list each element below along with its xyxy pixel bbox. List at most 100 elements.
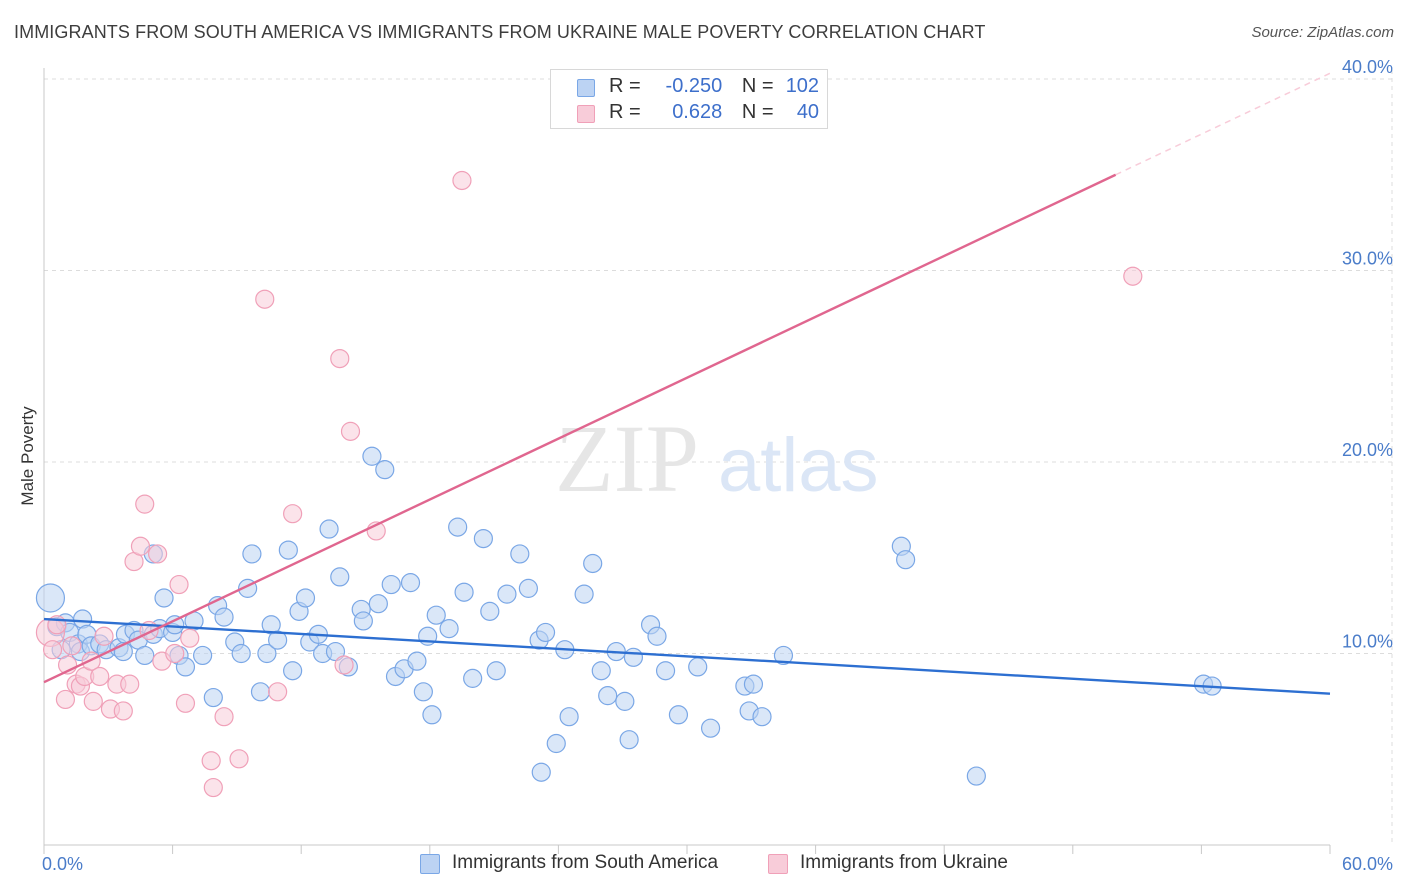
- point-0-79: [559, 707, 579, 727]
- point-0-27: [193, 645, 213, 666]
- point-1-32: [268, 682, 288, 702]
- point-0-62: [422, 705, 442, 725]
- point-1-18: [130, 536, 151, 556]
- point-0-91: [668, 705, 689, 725]
- point-0-68: [473, 528, 493, 549]
- swatch-ukraine: [577, 105, 595, 123]
- point-0-30: [214, 607, 234, 627]
- point-0-71: [497, 584, 517, 604]
- point-1-24: [169, 574, 189, 595]
- point-0-46: [319, 519, 339, 539]
- y-tick-labels: 10.0% 20.0% 30.0% 40.0%: [1342, 57, 1393, 652]
- point-0-65: [448, 517, 468, 537]
- y-tick-label-2: 30.0%: [1342, 249, 1393, 269]
- legend-swatch-south-america: [420, 854, 440, 874]
- point-0-55: [381, 574, 401, 595]
- axes: [43, 68, 1331, 854]
- r-value-south-america: -0.250: [665, 75, 723, 97]
- point-0-98: [773, 645, 794, 666]
- point-0-54: [375, 460, 395, 480]
- point-0-0: [35, 583, 66, 613]
- point-0-25: [175, 657, 196, 677]
- point-0-87: [623, 647, 644, 667]
- n-value-south-america: 102: [785, 75, 820, 97]
- y-axis-label: Male Poverty: [18, 406, 37, 506]
- trend-lines: [43, 72, 1331, 695]
- point-0-70: [486, 661, 506, 681]
- x-tick-label-max: 60.0%: [1342, 854, 1393, 874]
- point-0-40: [283, 661, 303, 681]
- point-1-11: [90, 666, 110, 687]
- watermark-atlas: atlas: [718, 423, 879, 508]
- point-1-29: [214, 707, 234, 727]
- point-0-83: [598, 686, 618, 706]
- source-label: Source: ZipAtlas.com: [1251, 24, 1394, 41]
- point-0-90: [655, 661, 676, 681]
- swatch-south-america: [577, 79, 595, 97]
- x-tick-labels: 0.0% 60.0%: [42, 854, 1393, 874]
- point-0-21: [154, 588, 174, 608]
- point-0-77: [546, 733, 566, 754]
- point-1-19: [135, 494, 155, 514]
- point-1-16: [120, 674, 140, 694]
- grid: [44, 70, 1393, 845]
- point-1-26: [180, 628, 200, 648]
- legend-label-ukraine: Immigrants from Ukraine: [800, 852, 1008, 873]
- point-0-34: [242, 544, 262, 564]
- point-0-58: [400, 573, 421, 593]
- point-0-67: [463, 668, 483, 688]
- point-0-60: [413, 682, 433, 702]
- point-1-28: [203, 777, 223, 798]
- point-0-64: [439, 619, 459, 639]
- n-value-ukraine: 40: [796, 101, 820, 123]
- legend-swatch-ukraine: [768, 854, 788, 874]
- point-0-35: [250, 682, 271, 702]
- y-tick-label-0: 10.0%: [1342, 632, 1393, 652]
- point-0-17: [135, 645, 155, 666]
- data-points: [35, 170, 1222, 798]
- point-0-97: [752, 707, 772, 727]
- point-0-66: [454, 582, 474, 602]
- point-0-76: [531, 762, 551, 782]
- y-tick-label-1: 20.0%: [1342, 440, 1393, 460]
- chart-title: IMMIGRANTS FROM SOUTH AMERICA VS IMMIGRA…: [14, 22, 986, 42]
- point-0-86: [619, 730, 639, 750]
- point-1-33: [283, 504, 303, 524]
- point-1-36: [340, 421, 361, 441]
- point-0-93: [700, 718, 721, 738]
- point-0-39: [278, 540, 298, 560]
- point-1-5: [62, 636, 82, 656]
- trend-line-1: [43, 173, 1117, 684]
- point-0-89: [647, 626, 667, 646]
- point-1-30: [229, 749, 249, 769]
- point-1-12: [94, 626, 114, 646]
- point-0-69: [480, 601, 500, 621]
- point-0-101: [966, 766, 986, 786]
- point-0-59: [407, 651, 427, 671]
- trend-line-extension-1: [1115, 72, 1331, 176]
- watermark-zip: ZIP: [555, 405, 699, 512]
- series-0-points: [35, 446, 1222, 786]
- stats-legend: R = -0.250 N = 102 R = 0.628 N = 40: [550, 69, 828, 129]
- point-0-75: [535, 622, 556, 643]
- x-tick-label-min: 0.0%: [42, 854, 83, 874]
- point-0-96: [743, 674, 764, 694]
- point-0-82: [591, 661, 611, 681]
- point-0-47: [325, 641, 346, 662]
- point-1-35: [334, 655, 354, 675]
- point-1-21: [147, 544, 168, 564]
- point-1-23: [165, 643, 185, 664]
- point-0-53: [368, 594, 388, 614]
- point-0-48: [330, 567, 350, 587]
- point-0-51: [353, 611, 373, 631]
- point-0-81: [583, 553, 603, 574]
- trend-line-0: [43, 617, 1331, 695]
- point-1-25: [175, 693, 196, 713]
- point-1-3: [55, 689, 76, 710]
- point-0-92: [688, 657, 708, 677]
- legend-label-south-america: Immigrants from South America: [452, 852, 719, 873]
- point-0-63: [426, 605, 446, 625]
- point-0-100: [896, 550, 916, 570]
- point-1-31: [255, 289, 275, 309]
- watermark: ZIP atlas: [555, 405, 879, 512]
